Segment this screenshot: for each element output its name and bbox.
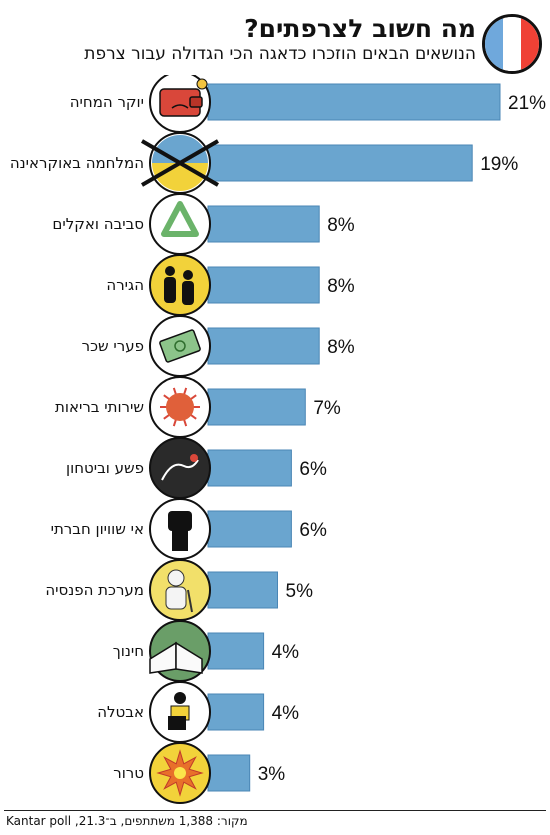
flag-stripe-blue — [485, 17, 503, 71]
category-label-10: חינוך — [113, 642, 144, 660]
bar-chart: 21% יוקר המחיה 19% המלחמה באוקראינה 8% סביבה … — [10, 75, 546, 804]
fist-icon — [149, 498, 211, 560]
wallet-icon — [149, 75, 211, 133]
category-label-3: סביבה ואקלים — [52, 215, 144, 233]
virus-icon — [149, 376, 211, 438]
bar-11 — [207, 693, 265, 731]
explosion-icon — [149, 742, 211, 804]
bar-8 — [207, 510, 292, 548]
value-label-2: 19% — [480, 154, 518, 175]
chart-title: מה חשוב לצרפתים? — [244, 14, 476, 43]
migration-icon — [149, 254, 211, 316]
category-label-5: פערי שכר — [82, 337, 144, 355]
crime-scene-icon — [149, 437, 211, 499]
value-label-11: 4% — [272, 703, 300, 724]
category-label-9: מערכת הפנסיה — [45, 581, 144, 599]
unemployed-icon — [149, 681, 211, 743]
value-label-6: 7% — [313, 398, 341, 419]
category-label-2: המלחמה באוקראינה — [10, 154, 144, 172]
footer-divider — [4, 810, 546, 811]
icon-circle — [149, 254, 211, 316]
bar-10 — [207, 632, 265, 670]
bar-2 — [207, 144, 473, 182]
value-label-9: 5% — [286, 581, 314, 602]
value-label-5: 8% — [327, 337, 355, 358]
bar-4 — [207, 266, 320, 304]
book-icon — [149, 620, 211, 682]
bar-6 — [207, 388, 306, 426]
bar-9 — [207, 571, 278, 609]
category-label-8: אי שוויון חברתי — [51, 520, 144, 538]
icon-circle — [149, 437, 211, 499]
value-label-4: 8% — [327, 276, 355, 297]
bar-3 — [207, 205, 320, 243]
bar-12 — [207, 754, 251, 792]
category-label-4: הגירה — [106, 276, 144, 294]
money-icon — [149, 315, 211, 377]
value-label-8: 6% — [299, 520, 327, 541]
value-label-1: 21% — [508, 93, 546, 114]
category-label-11: אבטלה — [97, 703, 144, 721]
bar-1 — [207, 83, 501, 121]
category-label-6: שירותי בריאות — [55, 398, 144, 416]
ukraine-war-icon — [140, 132, 220, 194]
source-note: מקור: 1,388 משתתפים, ב־21.3, Kantar poll — [6, 814, 248, 828]
flag-stripe-red — [521, 17, 539, 71]
bar-7 — [207, 449, 292, 487]
chart-header: מה חשוב לצרפתים? הנושאים הבאים הוזכרו כד… — [0, 0, 550, 75]
flag-stripe-white — [503, 17, 521, 71]
value-label-7: 6% — [299, 459, 327, 480]
bar-5 — [207, 327, 320, 365]
category-label-7: פשע וביטחון — [66, 459, 144, 477]
value-label-3: 8% — [327, 215, 355, 236]
value-label-10: 4% — [272, 642, 300, 663]
recycle-icon — [149, 193, 211, 255]
pensioner-icon — [149, 559, 211, 621]
chart-subtitle: הנושאים הבאים הוזכרו כדאגה הכי הגדולה עב… — [84, 44, 476, 64]
france-flag-icon — [482, 14, 542, 74]
category-label-1: יוקר המחיה — [70, 93, 144, 111]
category-label-12: טרור — [113, 764, 144, 782]
value-label-12: 3% — [258, 764, 286, 785]
